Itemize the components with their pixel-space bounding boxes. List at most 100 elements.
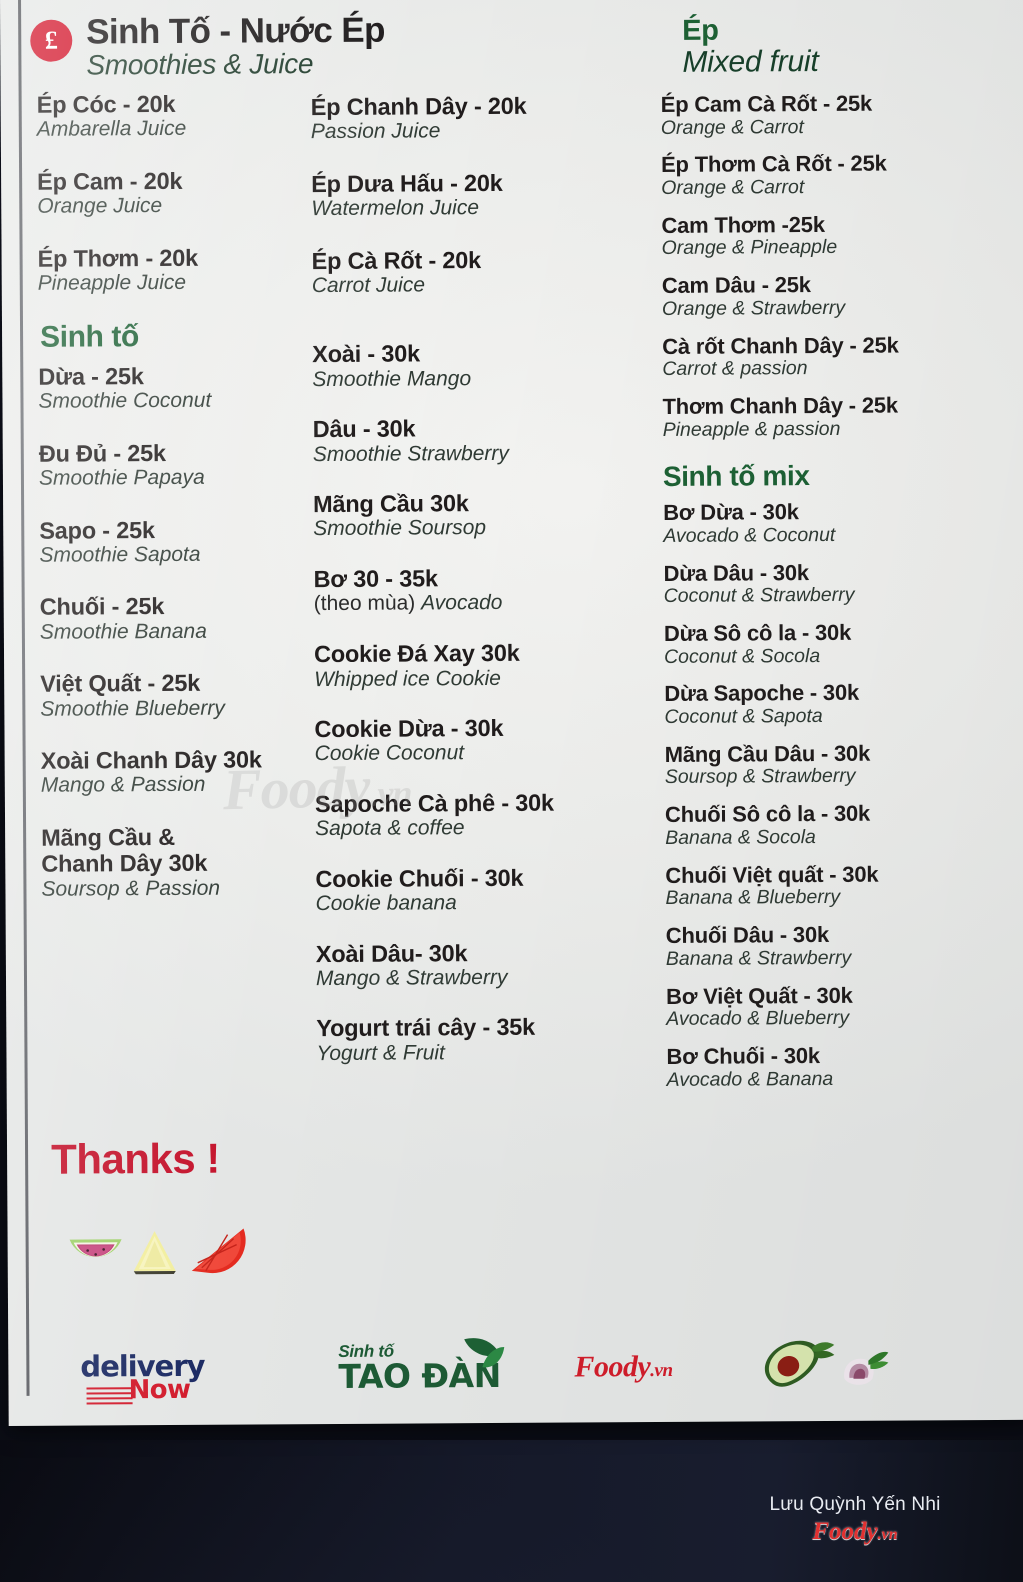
column-middle: Ép Chanh Dây - 20k Passion Juice Ép Dưa … [311, 92, 637, 1090]
item-name-vn: Cookie Chuối - 30k [315, 864, 524, 892]
item-name-vn: Cam Thơm -25k [661, 211, 825, 238]
item-name-vn: Cookie Đá Xay 30k [313, 640, 520, 668]
section-title-ep: Ép [682, 14, 719, 47]
item-name-vn: Đu Đủ - 25k [38, 439, 166, 467]
item-name-en: Cookie Coconut [314, 741, 465, 766]
menu-board: £ Sinh Tố - Nước Ép Smoothies & Juice Ép… [0, 0, 1023, 1426]
menu-item: Ép Dưa Hấu - 20k Watermelon Juice [311, 169, 631, 221]
item-name-en: Smoothie Sapota [39, 542, 201, 567]
menu-item: Ép Thơm - 20k Pineapple Juice [38, 244, 316, 296]
item-name-vn: Mãng Cầu Dâu - 30k [664, 740, 871, 767]
item-name-en: Smoothie Banana [39, 619, 207, 644]
menu-content: £ Sinh Tố - Nước Ép Smoothies & Juice Ép… [30, 2, 1012, 1405]
menu-title: Sinh Tố - Nước Ép [86, 10, 385, 52]
section-title-sinh-to-mix: Sinh tố mix [662, 459, 810, 492]
menu-item: Ép Chanh Dây - 20k Passion Juice [311, 92, 631, 144]
item-name-en: Smoothie Coconut [38, 389, 212, 414]
item-name-vn: Dừa - 25k [38, 363, 144, 390]
item-name-vn: Xoài - 30k [312, 340, 421, 368]
menu-item: Dâu - 30k Smoothie Strawberry [313, 414, 633, 466]
item-name-vn: Cà rốt Chanh Dây - 25k [662, 332, 899, 359]
item-name-vn: Ép Cà Rốt - 20k [311, 246, 482, 274]
item-name-en: Pineapple Juice [37, 270, 187, 295]
item-name-en: Coconut & Socola [663, 644, 821, 668]
item-name-vn: Bơ Việt Quất - 30k [666, 982, 853, 1009]
item-name-en: Carrot & passion [662, 357, 808, 381]
menu-item: Mãng Cầu 30k Smoothie Soursop [313, 489, 633, 541]
menu-item: Xoài Chanh Dây 30k Mango & Passion [41, 746, 319, 798]
item-name-vn: Bơ Chuối - 30k [666, 1043, 820, 1070]
menu-item: Cookie Dừa - 30k Cookie Coconut [314, 714, 634, 766]
item-name-en: Orange & Carrot [660, 115, 804, 139]
item-name-vn: Chuối Việt quất - 30k [665, 861, 879, 888]
price-badge-icon: £ [30, 19, 73, 62]
item-name-en: Smoothie Mango [312, 366, 472, 391]
item-name-en: Watermelon Juice [311, 196, 480, 221]
menu-item: Bơ Chuối - 30k Avocado & Banana [666, 1043, 1011, 1092]
item-name-vn: Chuối Sô cô la - 30k [664, 801, 871, 828]
item-name-vn: Sapoche Cà phê - 30k [314, 789, 554, 818]
menu-item: Chuối Việt quất - 30k Banana & Blueberry [665, 861, 1010, 911]
menu-item: Cookie Chuối - 30k Cookie banana [315, 864, 635, 916]
item-name-vn: Cookie Dừa - 30k [314, 715, 504, 743]
item-name-en: Sapota & coffee [315, 816, 465, 841]
item-name-en: Banana & Socola [665, 825, 816, 849]
footer-fruit-illustration [756, 1335, 896, 1396]
item-name-en: Ambarella Juice [36, 117, 187, 142]
menu-item: Dừa Sapoche - 30k Coconut & Sapota [664, 680, 1009, 729]
item-name-vn: Sapo - 25k [39, 516, 155, 544]
menu-item: Ép Cà Rốt - 20k Carrot Juice [312, 246, 632, 298]
avocado-half-icon [764, 1340, 835, 1387]
item-name-en: Smoothie Soursop [313, 516, 487, 541]
item-name-en: Soursop & Strawberry [664, 765, 856, 789]
column-right: Ép Mixed fruit Ép Cam Cà Rốt - 25k Orang… [660, 14, 1012, 1106]
item-name-en: Avocado & Banana [666, 1067, 834, 1091]
menu-item: Chuối - 25k Smoothie Banana [40, 593, 318, 645]
menu-item: Cookie Đá Xay 30k Whipped ice Cookie [314, 639, 634, 691]
menu-item: Chuối Sô cô la - 30k Banana & Socola [665, 801, 1010, 850]
foody-wordmark: Foody [574, 1350, 651, 1384]
item-name-en: Avocado & Blueberry [666, 1007, 850, 1031]
orange-slice-icon [191, 1228, 246, 1274]
item-name-en: Avocado [421, 591, 503, 615]
menu-item: Đu Đủ - 25k Smoothie Papaya [39, 439, 317, 491]
leaf-icon [464, 1338, 505, 1368]
menu-item: Xoài - 30k Smoothie Mango [312, 340, 632, 392]
menu-item: Bơ Việt Quất - 30k Avocado & Blueberry [666, 982, 1011, 1032]
pineapple-slice-icon [133, 1231, 176, 1275]
item-name-en: Coconut & Sapota [664, 705, 823, 728]
item-name-vn: Cam Dâu - 25k [661, 272, 811, 299]
menu-header: £ Sinh Tố - Nước Ép Smoothies & Juice [30, 2, 630, 80]
item-name-en: Avocado & Coconut [663, 523, 836, 547]
item-name-en: Soursop & Passion [41, 876, 221, 901]
smoothie-mix-list: Bơ Dừa - 30k Avocado & Coconut Dừa Dâu -… [663, 499, 1012, 1092]
thanks-text: Thanks ! [50, 1134, 220, 1183]
item-name-vn: Việt Quất - 25k [40, 670, 201, 698]
delivery-now-logo: delivery Now [80, 1349, 204, 1405]
item-name-en: Smoothie Papaya [38, 465, 205, 490]
menu-item: Bơ Dừa - 30k Avocado & Coconut [663, 499, 1008, 548]
item-name-en: Cookie banana [315, 891, 457, 916]
item-name-vn: Dừa Sapoche - 30k [664, 680, 860, 707]
item-name-en: Banana & Strawberry [665, 946, 852, 970]
item-name-vn: Dừa Sô cô la - 30k [663, 619, 852, 646]
menu-item: Cam Dâu - 25k Orange & Strawberry [662, 272, 1007, 321]
menu-item: Việt Quất - 25k Smoothie Blueberry [40, 669, 318, 721]
item-name-vn: Ép Dưa Hấu - 20k [311, 169, 503, 197]
section-subtitle-mixed-fruit: Mixed fruit [682, 45, 819, 80]
menu-item: Sapo - 25k Smoothie Sapota [39, 516, 317, 568]
menu-item: Xoài Dâu- 30k Mango & Strawberry [316, 939, 636, 991]
menu-item-avocado: Bơ 30 - 35k (theo mùa) Avocado [313, 564, 633, 616]
item-name-vn: Xoài Chanh Dây 30k [40, 746, 262, 774]
menu-item: Ép Cam Cà Rốt - 25k Orange & Carrot [661, 91, 1006, 140]
item-name-vn-line1: Mãng Cầu & [41, 823, 176, 851]
item-name-en: Smoothie Blueberry [40, 696, 225, 721]
item-name-vn: Dừa Dâu - 30k [663, 559, 810, 586]
item-name-vn: Chuối - 25k [39, 593, 165, 621]
menu-item: Ép Cóc - 20k Ambarella Juice [37, 90, 315, 142]
item-name-en: Orange & Carrot [661, 176, 805, 199]
item-name-en: Coconut & Strawberry [663, 583, 855, 608]
menu-item: Yogurt trái cây - 35k Yogurt & Fruit [316, 1014, 636, 1066]
item-name-en: Smoothie Strawberry [312, 441, 509, 466]
item-name-vn: Ép Chanh Dây - 20k [310, 92, 527, 121]
